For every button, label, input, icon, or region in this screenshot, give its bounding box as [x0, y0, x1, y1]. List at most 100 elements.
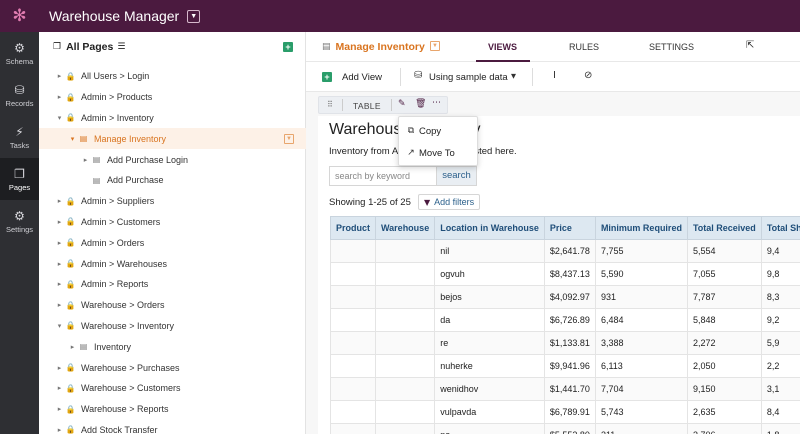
table-cell: 5,554	[687, 240, 761, 263]
search-button[interactable]: search	[437, 166, 477, 186]
menu-item-copy[interactable]: ⧉ Copy	[399, 121, 479, 141]
caret-right-icon[interactable]: ▸	[55, 426, 64, 434]
column-header[interactable]: Warehouse	[376, 217, 435, 240]
sidebar-item[interactable]: ▸🔒Admin > Suppliers	[39, 191, 306, 212]
pages-icon: ❐	[14, 167, 25, 181]
sidebar-item-label: Warehouse > Orders	[81, 300, 164, 310]
caret-down-icon[interactable]: ▾	[55, 114, 64, 122]
caret-right-icon[interactable]: ▸	[55, 72, 64, 80]
chevron-down-icon[interactable]: ▼	[187, 10, 200, 23]
menu-item-move-to[interactable]: ↗ Move To	[399, 143, 479, 163]
rail-item-schema[interactable]: ⚙Schema	[0, 32, 39, 74]
caret-right-icon[interactable]: ▸	[55, 301, 64, 309]
tab-views[interactable]: VIEWS	[488, 42, 517, 52]
app-title[interactable]: Warehouse Manager	[49, 8, 179, 24]
caret-right-icon[interactable]: ▸	[81, 156, 90, 164]
table-row[interactable]: no$5,552.803113,7061,8	[331, 424, 800, 435]
caret-right-icon[interactable]: ▸	[55, 93, 64, 101]
text-cursor-icon[interactable]: Ⅰ	[553, 70, 556, 81]
table-cell: 6,484	[595, 309, 687, 332]
pencil-icon[interactable]: ✎	[398, 99, 406, 109]
add-filters-button[interactable]: ▼ Add filters	[418, 194, 480, 210]
table-cell: $4,092.97	[544, 286, 595, 309]
sidebar-item[interactable]: ▸🔒Admin > Warehouses	[39, 253, 306, 274]
tab-settings[interactable]: SETTINGS	[649, 42, 694, 52]
caret-right-icon[interactable]: ▸	[55, 405, 64, 413]
caret-down-icon[interactable]: ▼	[511, 72, 516, 80]
caret-right-icon[interactable]: ▸	[55, 239, 64, 247]
sidebar-header[interactable]: ❐ All Pages ☰	[39, 32, 305, 62]
rail-item-settings[interactable]: ⚙Settings	[0, 200, 39, 242]
add-view-button[interactable]: Add View	[342, 72, 382, 83]
copy-icon: ⧉	[399, 126, 419, 136]
filter-lines-icon[interactable]: ☰	[117, 42, 125, 52]
rail-item-records[interactable]: ⛁Records	[0, 74, 39, 116]
sidebar-item[interactable]: ▸🔒Warehouse > Customers	[39, 378, 306, 399]
sidebar-item[interactable]: ▾🔒Admin > Inventory	[39, 108, 306, 129]
rail-item-pages[interactable]: ❐Pages	[0, 158, 39, 200]
sidebar-item[interactable]: ▾🔒Warehouse > Inventory	[39, 316, 306, 337]
app-logo-icon[interactable]: ✻	[0, 0, 39, 32]
add-page-button[interactable]: +	[283, 42, 293, 52]
column-header[interactable]: Total Shipped	[761, 217, 800, 240]
caret-right-icon[interactable]: ▸	[55, 197, 64, 205]
plus-icon[interactable]: +	[322, 72, 332, 82]
column-header[interactable]: Location in Warehouse	[435, 217, 545, 240]
sidebar-item[interactable]: ▸▤Inventory	[39, 336, 306, 357]
sidebar-item[interactable]: ▸🔒Admin > Reports	[39, 274, 306, 295]
caret-down-icon[interactable]: ▾	[55, 322, 64, 330]
table-cell	[376, 240, 435, 263]
column-header[interactable]: Price	[544, 217, 595, 240]
sidebar-item[interactable]: ▸🔒Warehouse > Purchases	[39, 357, 306, 378]
column-header[interactable]: Minimum Required	[595, 217, 687, 240]
tab-rules[interactable]: RULES	[569, 42, 599, 52]
views-toolbar: + Add View ⛁ Using sample data ▼ Ⅰ ⊘	[306, 62, 800, 92]
chevron-down-icon[interactable]: ▼	[284, 134, 294, 144]
search-input[interactable]	[330, 167, 436, 185]
sidebar-item[interactable]: ▸🔒Admin > Orders	[39, 232, 306, 253]
page-header: ▤ Manage Inventory ▼ VIEWS RULES SETTING…	[306, 32, 800, 62]
caret-right-icon[interactable]: ▸	[55, 364, 64, 372]
table-cell	[331, 309, 376, 332]
eye-slash-icon[interactable]: ⊘	[584, 70, 592, 81]
sidebar-item[interactable]: ▸🔒Warehouse > Reports	[39, 399, 306, 420]
sidebar-item[interactable]: ▸🔒All Users > Login	[39, 66, 306, 87]
open-external-icon[interactable]: ⇱	[746, 40, 754, 51]
column-header[interactable]: Product	[331, 217, 376, 240]
page-icon: ▤	[77, 134, 90, 143]
table-cell: 7,787	[687, 286, 761, 309]
caret-down-icon[interactable]: ▾	[68, 135, 77, 143]
chevron-down-icon[interactable]: ▼	[430, 41, 440, 51]
rail-item-tasks[interactable]: ⚡Tasks	[0, 116, 39, 158]
column-header[interactable]: Total Received	[687, 217, 761, 240]
page-icon: ▤	[90, 176, 103, 185]
table-cell	[376, 263, 435, 286]
sidebar-item[interactable]: ▸🔒Warehouse > Orders	[39, 295, 306, 316]
sidebar-item[interactable]: ▸🔒Admin > Customers	[39, 212, 306, 233]
nav-rail: ⚙Schema⛁Records⚡Tasks❐Pages⚙Settings	[0, 32, 39, 434]
caret-right-icon[interactable]: ▸	[68, 343, 77, 351]
caret-right-icon[interactable]: ▸	[55, 218, 64, 226]
drag-handle-icon[interactable]: ⠿	[327, 100, 333, 109]
table-cell: $2,641.78	[544, 240, 595, 263]
table-cell	[331, 332, 376, 355]
data-source-dropdown[interactable]: Using sample data	[429, 72, 508, 83]
trash-icon[interactable]: 🗑	[415, 99, 426, 109]
caret-right-icon[interactable]: ▸	[55, 280, 64, 288]
more-options-icon[interactable]: ⋯	[432, 98, 441, 108]
sidebar-item[interactable]: ▸▤Add Purchase Login	[39, 149, 306, 170]
caret-right-icon[interactable]: ▸	[55, 384, 64, 392]
sidebar-item[interactable]: ▸🔒Add Stock Transfer	[39, 420, 306, 440]
sidebar-item[interactable]: ▸🔒Admin > Products	[39, 87, 306, 108]
sidebar-item[interactable]: ▤Add Purchase	[39, 170, 306, 191]
caret-right-icon[interactable]: ▸	[55, 260, 64, 268]
sidebar-item[interactable]: ▾▤Manage Inventory▼	[39, 128, 306, 149]
